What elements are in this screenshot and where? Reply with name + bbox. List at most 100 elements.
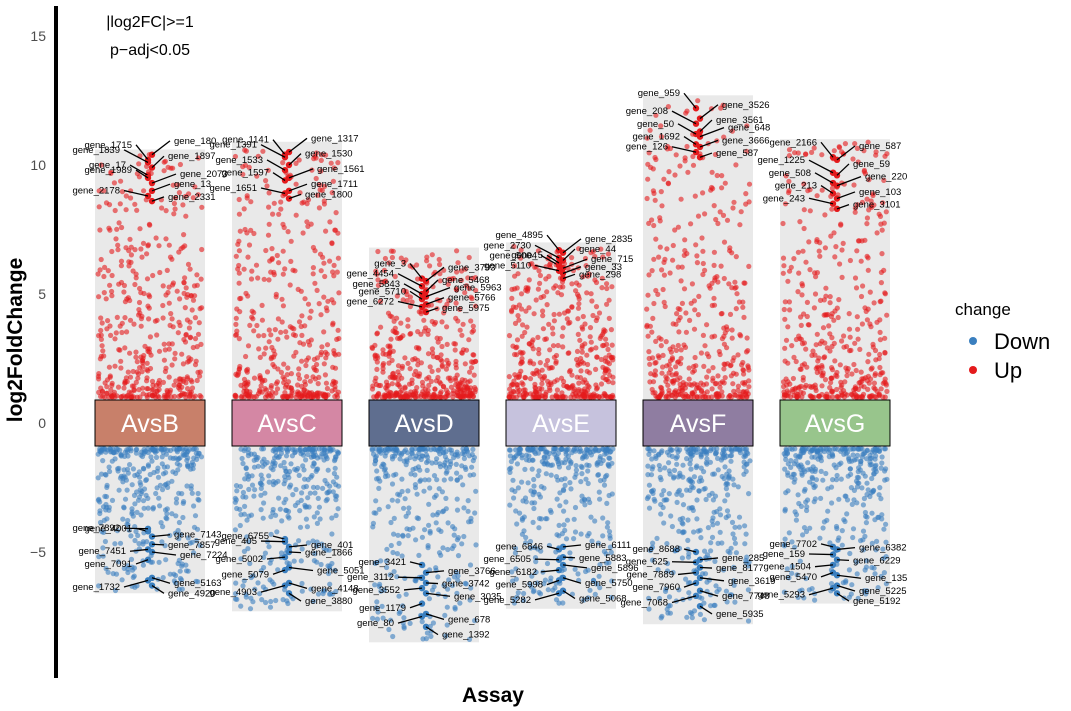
up-point	[115, 384, 122, 390]
down-point	[321, 457, 327, 463]
up-point	[427, 364, 433, 370]
up-point	[679, 300, 686, 306]
down-point	[867, 462, 873, 468]
down-point	[252, 586, 258, 592]
up-point	[709, 169, 715, 175]
up-point	[109, 248, 115, 255]
down-point	[128, 446, 134, 452]
down-point	[314, 484, 321, 491]
up-point	[282, 266, 288, 272]
down-point	[233, 483, 240, 489]
down-point	[388, 542, 394, 549]
down-point	[715, 467, 721, 473]
down-point	[846, 455, 852, 461]
up-point	[236, 238, 242, 244]
up-point	[801, 207, 807, 213]
group-box-label: AvsC	[257, 410, 316, 438]
down-point	[454, 470, 460, 476]
gene-label: gene_5470	[769, 572, 817, 583]
up-point	[156, 387, 162, 393]
down-point	[809, 448, 815, 454]
down-point	[129, 567, 136, 573]
up-point	[435, 339, 441, 345]
down-point	[165, 484, 171, 490]
gene-label: gene_1839	[72, 145, 120, 156]
down-point	[791, 479, 797, 485]
down-point	[844, 511, 850, 517]
up-point	[286, 384, 292, 390]
up-point	[405, 317, 411, 323]
up-point	[454, 269, 460, 275]
up-point	[102, 394, 108, 400]
down-point	[702, 571, 709, 577]
down-point	[185, 455, 191, 461]
up-point	[274, 252, 280, 259]
down-point	[451, 455, 457, 461]
up-point	[855, 336, 861, 342]
up-point	[853, 392, 859, 398]
up-point	[852, 275, 859, 281]
down-point	[148, 447, 154, 453]
up-point	[299, 358, 305, 364]
up-point	[123, 193, 129, 199]
up-point	[407, 366, 413, 372]
down-point	[99, 529, 105, 535]
up-point	[376, 382, 382, 389]
up-point	[741, 389, 747, 395]
down-point	[472, 510, 478, 516]
label-arrow	[425, 582, 439, 585]
up-point	[871, 300, 877, 306]
up-point	[866, 351, 872, 357]
down-point	[159, 447, 165, 453]
up-point	[656, 355, 662, 361]
up-point	[722, 361, 728, 367]
down-point	[521, 528, 527, 534]
up-point	[878, 269, 885, 275]
up-point	[248, 276, 255, 282]
label-arrow	[534, 558, 560, 561]
gene-label: gene_1561	[317, 164, 365, 175]
up-point	[878, 298, 884, 304]
up-point	[509, 309, 515, 315]
up-point	[239, 393, 245, 399]
up-point	[846, 311, 852, 317]
up-point	[414, 262, 420, 268]
down-point	[679, 555, 686, 561]
up-point	[124, 296, 130, 302]
up-point	[175, 182, 181, 188]
down-point	[274, 529, 280, 535]
down-point	[806, 587, 812, 593]
gene-label: gene_7889	[626, 569, 674, 580]
up-point	[811, 305, 818, 311]
down-point	[461, 455, 467, 462]
down-point	[417, 446, 423, 452]
up-point	[256, 333, 262, 339]
up-point	[645, 292, 651, 298]
up-point	[453, 315, 459, 321]
up-point	[374, 330, 380, 336]
up-point	[98, 256, 104, 263]
down-point	[113, 571, 120, 577]
down-point	[513, 447, 519, 453]
up-point	[170, 280, 176, 286]
up-point	[101, 290, 107, 296]
up-point	[401, 259, 407, 266]
up-point	[659, 203, 665, 209]
up-point	[190, 195, 196, 201]
up-point	[675, 224, 682, 230]
down-point	[103, 501, 109, 508]
up-point	[838, 379, 844, 385]
down-point	[260, 463, 266, 469]
down-point	[314, 543, 320, 549]
down-point	[732, 540, 739, 546]
down-point	[385, 473, 391, 479]
up-point	[176, 319, 182, 325]
up-point	[404, 298, 410, 304]
up-point	[741, 280, 747, 286]
gene-label: gene_1800	[305, 189, 353, 200]
down-point	[427, 485, 433, 491]
up-point	[574, 348, 581, 354]
down-point	[192, 513, 199, 519]
down-point	[314, 559, 320, 565]
up-point	[831, 148, 837, 154]
